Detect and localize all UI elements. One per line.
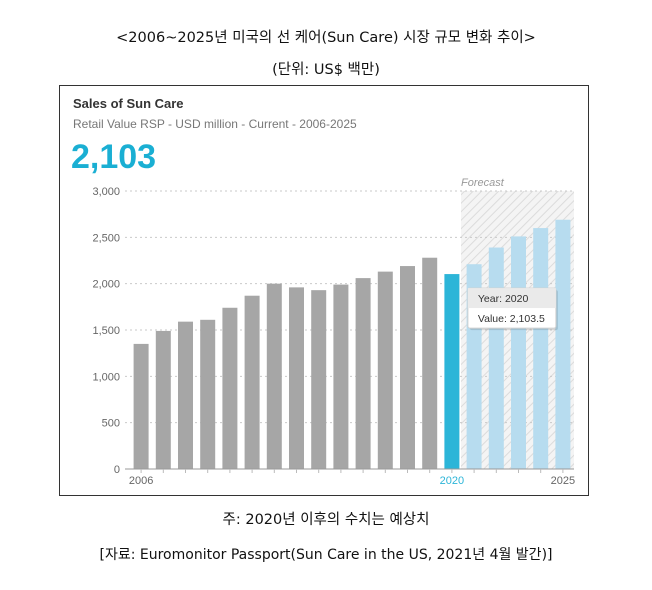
- tooltip-year: Year: 2020: [478, 293, 529, 305]
- headline-value: 2,103: [71, 138, 156, 176]
- bar-2012[interactable]: [266, 283, 282, 469]
- unit-label: (단위: US$ 백만): [272, 62, 380, 78]
- bar-2011[interactable]: [244, 295, 260, 469]
- bar-2014[interactable]: [311, 290, 327, 469]
- bar-2018[interactable]: [400, 266, 415, 469]
- y-tick-label: 2,500: [92, 232, 120, 244]
- bar-2019[interactable]: [422, 257, 438, 469]
- y-tick-label: 0: [114, 464, 120, 476]
- forecast-label: Forecast: [461, 177, 505, 189]
- bar-2016[interactable]: [355, 278, 371, 469]
- x-tick-label: 2025: [551, 475, 575, 487]
- source-note: [자료: Euromonitor Passport(Sun Care in th…: [99, 547, 553, 563]
- bar-2013[interactable]: [289, 287, 304, 469]
- tooltip: Year: 2020 Value: 2,103.5: [467, 287, 558, 331]
- y-tick-label: 500: [102, 418, 120, 430]
- y-tick-label: 1,500: [92, 325, 120, 337]
- y-tick-label: 3,000: [92, 186, 120, 198]
- x-tick-label: 2020: [440, 475, 464, 487]
- bar-2006[interactable]: [133, 343, 149, 469]
- y-tick-label: 2,000: [92, 279, 120, 291]
- y-tick-label: 1,000: [92, 371, 120, 383]
- figure-title: <2006~2025년 미국의 선 케어(Sun Care) 시장 규모 변화 …: [116, 30, 536, 46]
- tooltip-header: [467, 288, 556, 309]
- bar-2024[interactable]: [533, 228, 549, 469]
- bar-2025[interactable]: [555, 219, 571, 469]
- bar-2022[interactable]: [488, 247, 504, 469]
- chart-subtitle: Retail Value RSP - USD million - Current…: [73, 117, 357, 131]
- x-tick-label: 2006: [129, 475, 153, 487]
- tooltip-value: Value: 2,103.5: [478, 313, 545, 325]
- footnote: 주: 2020년 이후의 수치는 예상치: [222, 512, 430, 528]
- bar-2008[interactable]: [178, 321, 193, 469]
- chart-panel: Sales of Sun Care Retail Value RSP - USD…: [59, 85, 589, 496]
- bar-2020[interactable]: [444, 274, 460, 469]
- bar-2009[interactable]: [200, 319, 216, 469]
- sun-care-bar-chart: Sales of Sun Care Retail Value RSP - USD…: [71, 96, 575, 487]
- chart-title: Sales of Sun Care: [73, 96, 184, 111]
- bar-2017[interactable]: [377, 271, 393, 469]
- bar-2010[interactable]: [222, 307, 238, 469]
- bar-2023[interactable]: [511, 236, 526, 469]
- bar-2015[interactable]: [333, 284, 349, 469]
- bar-2007[interactable]: [155, 330, 171, 469]
